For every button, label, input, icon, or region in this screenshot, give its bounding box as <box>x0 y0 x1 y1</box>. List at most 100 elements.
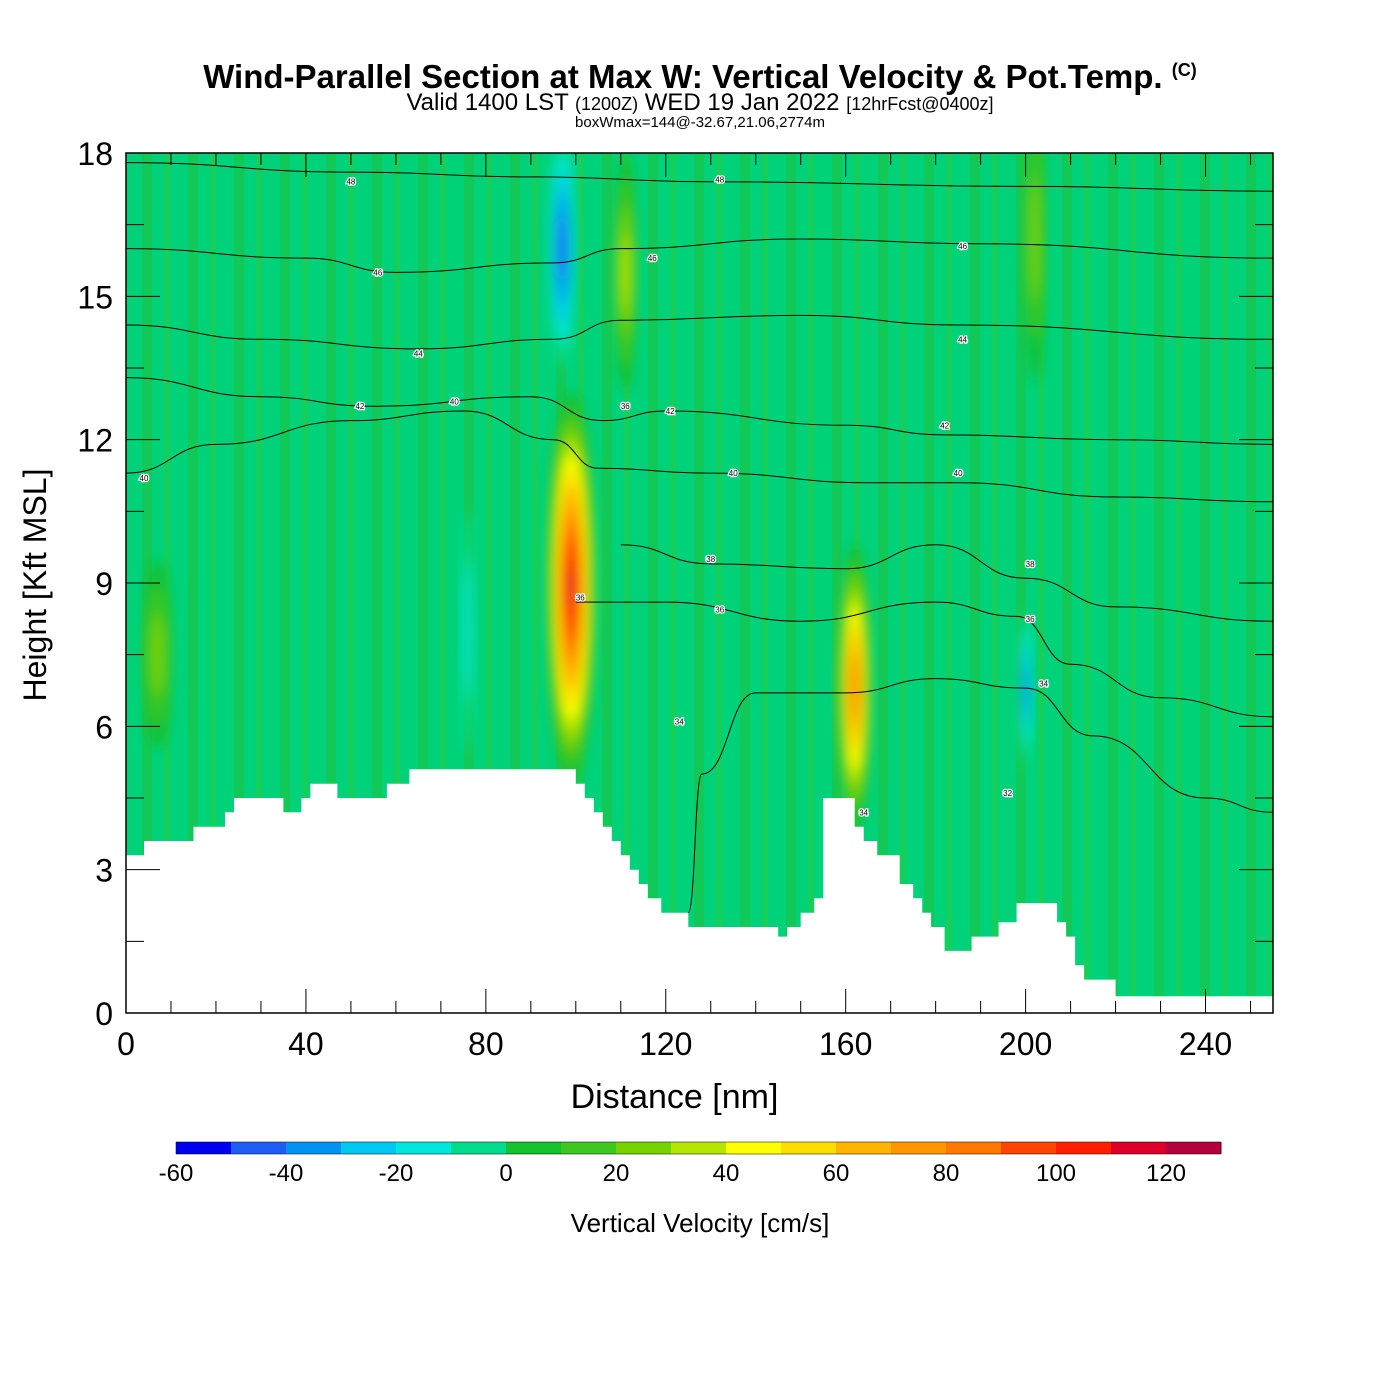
theta-label: 40 <box>140 474 149 483</box>
theta-label: 46 <box>373 268 382 277</box>
x-tick-label: 40 <box>288 1026 324 1062</box>
colorbar-segment <box>781 1142 837 1154</box>
colorbar-segment <box>176 1142 232 1154</box>
theta-label: 44 <box>414 350 423 359</box>
x-tick-label: 80 <box>468 1026 504 1062</box>
y-tick-label: 15 <box>77 279 113 315</box>
theta-label: 48 <box>715 175 724 184</box>
theta-contour-48 <box>126 162 1273 192</box>
x-axis-label: Distance [nm] <box>571 1078 779 1116</box>
box-wmax-note: boxWmax=144@-32.67,21.06,2774m <box>575 114 825 131</box>
colorbar-segment <box>341 1142 397 1154</box>
colorbar-segment <box>891 1142 947 1154</box>
theta-labels: 48 48 46 46 46 44 44 42 42 42 40 40 40 40 38 38 36 36 36 34… <box>138 174 1050 819</box>
x-tick-label: 120 <box>639 1026 692 1062</box>
theta-label: 36 <box>1026 615 1035 624</box>
terrain-mask <box>126 769 1273 1013</box>
colorbar-frame <box>175 1141 1222 1155</box>
theta-label: 32 <box>1003 789 1012 798</box>
colorbar-segment <box>1056 1142 1112 1154</box>
colorbar-segment <box>726 1142 782 1154</box>
colorbar-segment <box>616 1142 672 1154</box>
colorbar-tick-label: 100 <box>1036 1160 1076 1187</box>
colorbar-segment <box>1001 1142 1057 1154</box>
copyright-mark: (C) <box>1171 60 1197 80</box>
y-tick-label: 0 <box>95 996 113 1032</box>
theta-label: 40 <box>954 469 963 478</box>
colorbar-segment <box>561 1142 617 1154</box>
theta-label: 36 <box>576 593 585 602</box>
y-tick-label: 9 <box>95 566 113 602</box>
w-cell-band <box>463 559 473 703</box>
theta-contour-44 <box>126 314 1273 350</box>
theta-label: 38 <box>1026 560 1035 569</box>
y-tick-label: 12 <box>77 423 113 459</box>
theta-label: 42 <box>940 421 949 430</box>
colorbar-label: Vertical Velocity [cm/s] <box>571 1208 830 1238</box>
colorbar-tick-label: 120 <box>1146 1160 1186 1187</box>
y-axis-label: Height [Kft MSL] <box>17 469 53 702</box>
w-cell <box>613 153 637 392</box>
colorbar: -60 -40 -20 0 20 40 60 80 100 120 Vertical Velocit… <box>159 1141 1222 1238</box>
theta-contours <box>126 162 1273 914</box>
theta-contour-34 <box>687 678 1273 914</box>
w-cell-band <box>621 232 630 313</box>
theta-label: 48 <box>346 178 355 187</box>
colorbar-segment <box>946 1142 1002 1154</box>
colorbar-segment <box>1111 1142 1167 1154</box>
colorbar-tick-label: 40 <box>713 1160 740 1187</box>
colorbar-segment <box>836 1142 892 1154</box>
y-tick-label: 6 <box>95 709 113 745</box>
colorbar-segment <box>286 1142 342 1154</box>
theta-label: 46 <box>958 242 967 251</box>
w-cell <box>548 153 576 368</box>
theta-contour-42 <box>126 377 1273 445</box>
theta-label: 34 <box>675 718 684 727</box>
plot-content: 48 48 46 46 46 44 44 42 42 42 40 40 40 40 38 38 36 36 36 34… <box>126 153 1273 1013</box>
theta-label: 46 <box>648 254 657 263</box>
theta-contour-38 <box>620 544 1273 622</box>
w-cell <box>143 559 172 751</box>
colorbar-segment <box>1166 1142 1222 1154</box>
theta-contour-36 <box>575 601 1273 718</box>
theta-label: 36 <box>621 402 630 411</box>
w-cell <box>460 511 476 751</box>
plot-area: 48 48 46 46 46 44 44 42 42 42 40 40 40 40 38 38 36 36 36 34… <box>126 153 1273 1013</box>
theta-label: 40 <box>450 397 459 406</box>
theta-contour-40 <box>126 410 1273 503</box>
theta-label: 34 <box>1039 679 1048 688</box>
theta-label: 40 <box>729 469 738 478</box>
colorbar-tick-label: 80 <box>933 1160 960 1187</box>
colorbar-segment <box>506 1142 562 1154</box>
y-tick-label: 3 <box>95 853 113 889</box>
w-cell-band <box>558 215 566 282</box>
colorbar-segment <box>231 1142 287 1154</box>
theta-label: 36 <box>715 605 724 614</box>
chart-title: Wind-Parallel Section at Max W: Vertical… <box>203 58 1197 95</box>
w-cell-band <box>1029 177 1040 301</box>
title-block: Wind-Parallel Section at Max W: Vertical… <box>0 52 1400 131</box>
colorbar-tick-label: -20 <box>379 1160 414 1187</box>
theta-label: 44 <box>958 335 967 344</box>
y-tick-label: 18 <box>77 136 113 172</box>
x-tick-label: 200 <box>999 1026 1052 1062</box>
w-cell <box>546 391 597 784</box>
colorbar-tick-label: -60 <box>159 1160 194 1187</box>
w-cell-band <box>151 613 164 696</box>
w-cell <box>1023 153 1046 383</box>
theta-contour-46 <box>126 238 1273 273</box>
w-cell-band <box>851 665 858 711</box>
colorbar-segment <box>451 1142 507 1154</box>
colorbar-tick-label: -40 <box>269 1160 304 1187</box>
x-tick-label: 240 <box>1179 1026 1232 1062</box>
w-cell-band <box>568 564 575 612</box>
x-tick-label: 160 <box>819 1026 872 1062</box>
colorbar-segment <box>396 1142 452 1154</box>
colorbar-tick-label: 0 <box>499 1160 512 1187</box>
colorbar-segment <box>671 1142 727 1154</box>
colorbar-tick-label: 60 <box>823 1160 850 1187</box>
theta-label: 42 <box>666 407 675 416</box>
theta-label: 34 <box>859 808 868 817</box>
